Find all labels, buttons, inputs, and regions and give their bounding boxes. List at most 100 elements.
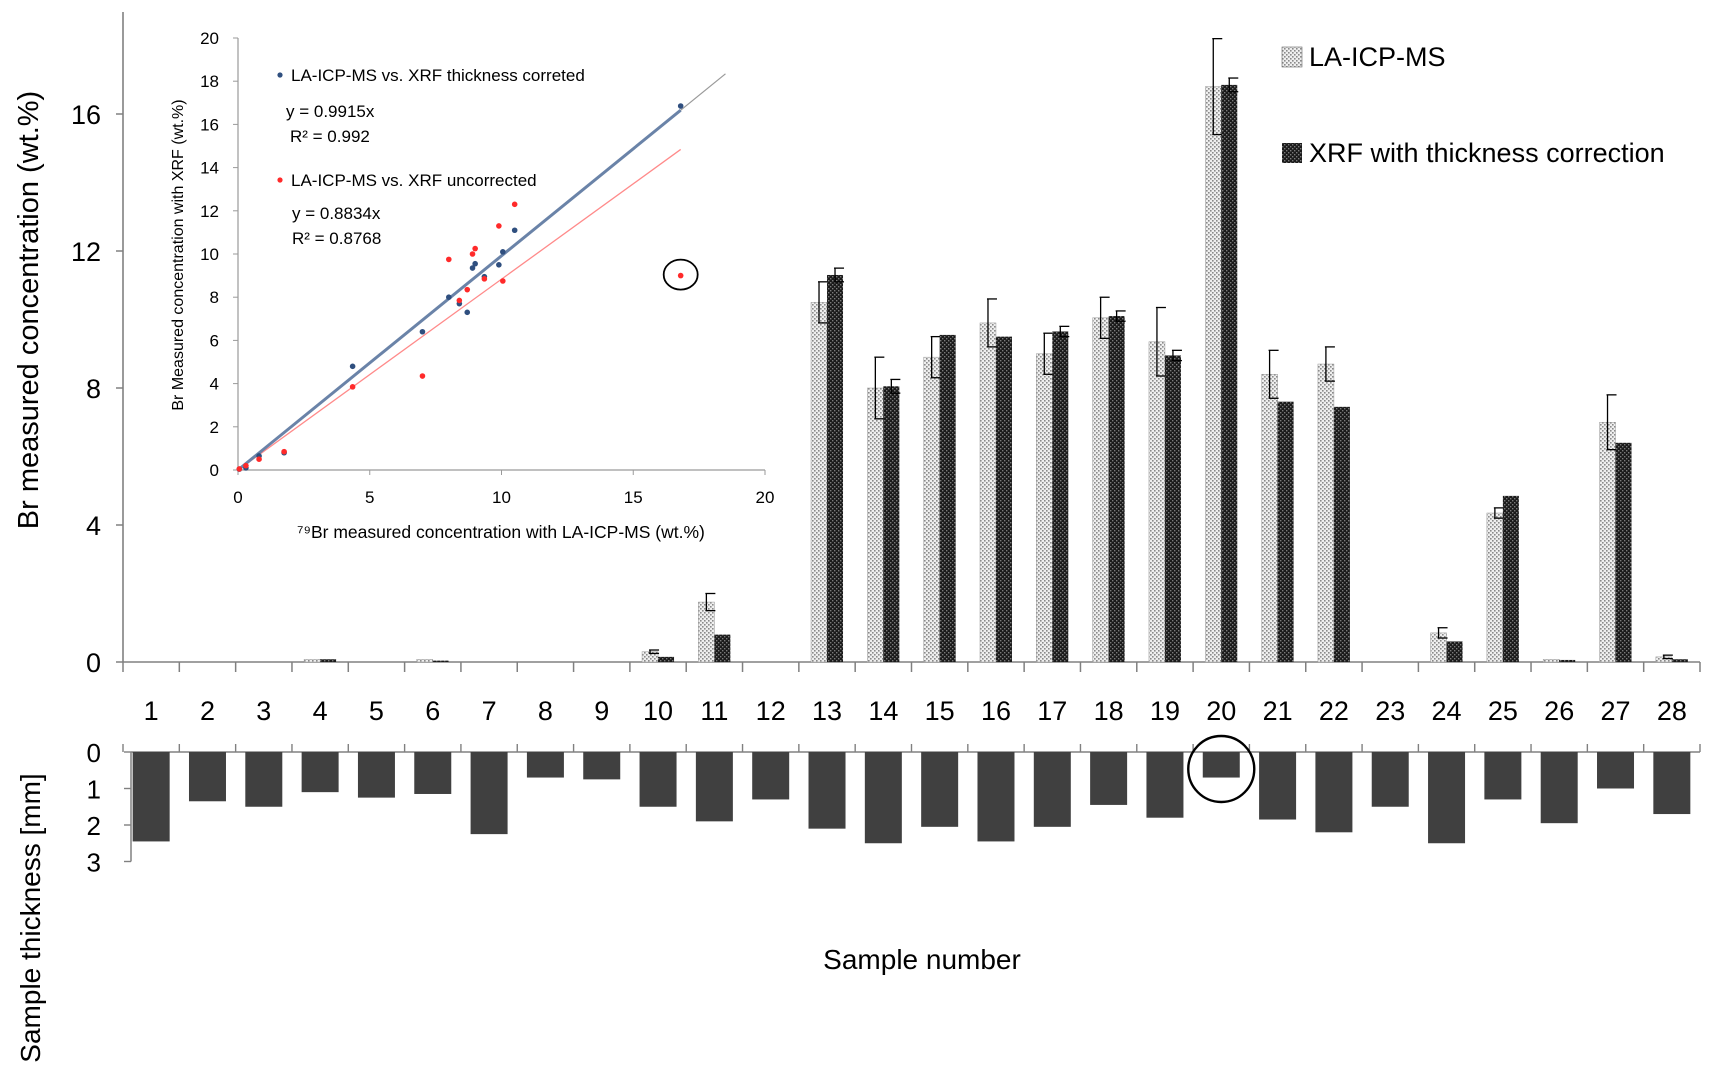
inset-y-tick-label: 0 [210, 461, 219, 480]
inset-highlight-circle [662, 258, 699, 291]
thickness-bar [1653, 752, 1691, 815]
thickness-bar [301, 752, 339, 793]
thickness-bar [132, 752, 170, 842]
thickness-bar [1597, 752, 1635, 789]
main-x-tick-label: 17 [1037, 696, 1067, 726]
main-x-tick-label: 27 [1600, 696, 1630, 726]
inset-point-uncorrected [236, 466, 243, 472]
bar-xrf [995, 336, 1012, 662]
inset-point-uncorrected [511, 201, 518, 208]
legend-label-la-icp-ms: LA-ICP-MS [1309, 42, 1446, 72]
bar-xrf [1164, 355, 1181, 662]
inset-y-tick-label: 20 [200, 29, 219, 48]
thickness-bar [188, 752, 226, 802]
bar-la-icp-ms [416, 659, 434, 663]
main-x-tick-label: 1 [144, 696, 159, 726]
main-chart-x-tick-labels: 1 2 3 4 5 6 7 8 9 10 11 12 13 14 15 16 17 18 19 20 21 22 23 24 2… [144, 696, 1687, 726]
main-y-tick-label: 8 [86, 374, 101, 404]
main-x-tick-label: 10 [643, 696, 673, 726]
inset-r2-corrected: R² = 0.992 [290, 127, 370, 146]
inset-x-tick-label: 15 [624, 488, 643, 507]
bar-xrf [658, 656, 675, 662]
bar-la-icp-ms [1486, 512, 1504, 663]
main-x-tick-label: 13 [812, 696, 842, 726]
main-y-axis-label: Br measured concentration (wt.%) [13, 91, 45, 529]
main-x-tick-label: 16 [981, 696, 1011, 726]
bar-la-icp-ms [303, 659, 321, 663]
bar-xrf [714, 634, 731, 662]
main-x-tick-label: 18 [1094, 696, 1124, 726]
thickness-bar [526, 752, 564, 778]
inset-x-tick-label: 5 [365, 488, 374, 507]
bar-xrf [1277, 401, 1294, 662]
bar-la-icp-ms [1092, 317, 1109, 663]
bar-la-icp-ms [923, 356, 940, 663]
bar-la-icp-ms [1599, 422, 1616, 663]
bar-xrf [1615, 442, 1632, 662]
main-x-tick-label: 26 [1544, 696, 1574, 726]
thickness-y-tick-label: 3 [87, 848, 101, 878]
main-y-tick-label: 4 [86, 511, 101, 541]
inset-legend-label-uncorrected: LA-ICP-MS vs. XRF uncorrected [291, 171, 537, 190]
main-x-tick-label: 20 [1206, 696, 1236, 726]
inset-y-tick-label: 16 [200, 115, 219, 134]
main-x-tick-label: 24 [1432, 696, 1462, 726]
thickness-bar [808, 752, 846, 829]
inset-scatter-plot: 0 2 4 6 8 10 12 14 16 18 20 0 5 10 15 20 [200, 29, 774, 507]
inset-point-uncorrected [500, 278, 506, 284]
inset-legend-marker-uncorrected [277, 177, 283, 183]
main-x-tick-label: 23 [1375, 696, 1405, 726]
thickness-bar [1484, 752, 1522, 800]
bar-la-icp-ms [979, 322, 997, 663]
inset-point-uncorrected [481, 276, 488, 282]
main-x-tick-label: 25 [1488, 696, 1518, 726]
inset-point-corrected [496, 262, 502, 268]
thickness-y-tick-label: 0 [87, 738, 101, 768]
inset-point-corrected [500, 249, 506, 255]
inset-equation-uncorrected: y = 0.8834x [292, 204, 381, 223]
main-x-tick-label: 5 [369, 696, 384, 726]
inset-y-tick-label: 8 [210, 288, 219, 307]
main-x-tick-label: 9 [594, 696, 609, 726]
thickness-bar [1315, 752, 1353, 833]
inset-point-corrected [472, 260, 478, 267]
inset-y-tick-label: 4 [210, 375, 219, 394]
inset-point-corrected [464, 309, 471, 316]
main-y-tick-label: 0 [86, 648, 101, 678]
thickness-bar [1371, 752, 1409, 807]
inset-y-axis-label: Br Measured concentration with XRF (wt.%… [170, 99, 187, 410]
inset-x-tick-label: 10 [492, 488, 511, 507]
inset-point-uncorrected [349, 384, 356, 390]
thickness-bar [921, 752, 959, 827]
thickness-bar [639, 752, 677, 807]
thickness-bar [583, 752, 621, 780]
bar-xrf [883, 386, 900, 662]
inset-point-uncorrected [281, 448, 287, 455]
bar-xrf [1052, 331, 1069, 662]
thickness-y-axis-label: Sample thickness [mm] [15, 773, 46, 1062]
legend-swatch-xrf [1282, 143, 1302, 163]
inset-y-tick-label: 6 [210, 331, 219, 350]
main-x-tick-label: 2 [200, 696, 215, 726]
main-x-tick-label: 3 [256, 696, 271, 726]
thickness-chart-bars [132, 734, 1691, 844]
thickness-y-tick-label: 1 [87, 775, 101, 805]
inset-point-uncorrected [456, 297, 463, 304]
inset-y-tick-label: 14 [200, 159, 219, 178]
bar-la-icp-ms [1261, 374, 1278, 663]
bar-xrf [1221, 84, 1238, 662]
main-x-tick-label: 11 [700, 696, 728, 726]
thickness-bar [752, 752, 790, 800]
legend-label-xrf: XRF with thickness correction [1309, 138, 1665, 168]
thickness-bar [1259, 752, 1297, 820]
inset-y-tick-label: 10 [200, 245, 219, 264]
bar-xrf [1502, 495, 1519, 662]
thickness-bar [1033, 752, 1071, 827]
bar-xrf [827, 274, 844, 662]
main-x-tick-label: 28 [1657, 696, 1687, 726]
inset-point-uncorrected [446, 256, 452, 263]
inset-point-uncorrected [464, 286, 471, 293]
inset-point-uncorrected [469, 251, 476, 257]
inset-x-axis-label: ⁷⁹Br measured concentration with LA-ICP-… [297, 522, 705, 542]
